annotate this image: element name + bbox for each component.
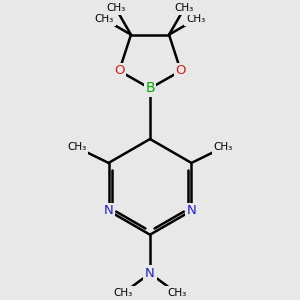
Text: CH₃: CH₃ (67, 142, 86, 152)
Text: O: O (114, 64, 124, 77)
Text: N: N (104, 204, 113, 217)
Text: CH₃: CH₃ (186, 14, 206, 24)
Text: CH₃: CH₃ (175, 3, 194, 13)
Text: N: N (145, 267, 155, 280)
Text: O: O (176, 64, 186, 77)
Text: CH₃: CH₃ (214, 142, 233, 152)
Text: N: N (187, 204, 196, 217)
Text: CH₃: CH₃ (167, 288, 186, 298)
Text: CH₃: CH₃ (106, 3, 125, 13)
Text: CH₃: CH₃ (114, 288, 133, 298)
Text: CH₃: CH₃ (94, 14, 114, 24)
Text: B: B (145, 81, 155, 95)
